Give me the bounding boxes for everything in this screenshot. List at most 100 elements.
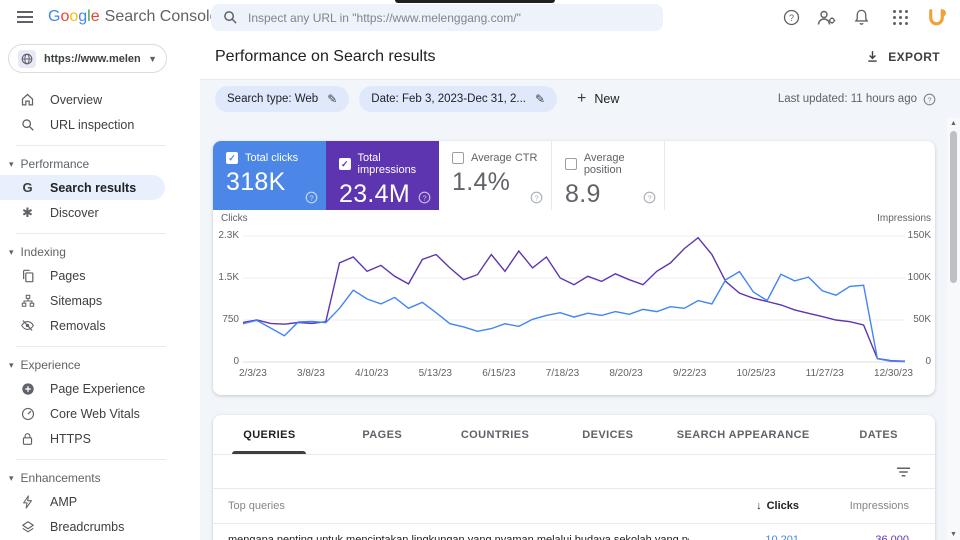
divider [16, 233, 166, 234]
search-icon [19, 118, 36, 132]
sidebar-item-breadcrumbs[interactable]: Breadcrumbs [0, 514, 200, 539]
notifications-icon[interactable] [853, 8, 870, 26]
page-title: Performance on Search results [215, 47, 436, 65]
x-axis-label: 6/15/23 [482, 368, 516, 379]
property-label: https://www.meleng... [44, 52, 141, 65]
app-name: Search Console [104, 8, 219, 25]
sidebar-item-removals[interactable]: Removals [0, 313, 200, 338]
sidebar-item-label: Overview [50, 92, 103, 107]
search-input[interactable] [248, 10, 651, 25]
sidebar-item-https[interactable]: HTTPS [0, 426, 200, 451]
section-performance[interactable]: ▾ Performance [9, 157, 90, 171]
checkbox-unchecked[interactable] [452, 152, 464, 164]
tab-search-appearance[interactable]: SEARCH APPEARANCE [676, 428, 810, 441]
sidebar-item-search-results[interactable]: G Search results [0, 175, 165, 200]
last-updated: Last updated: 11 hours ago ? [778, 93, 936, 106]
sidebar-item-discover[interactable]: ✱ Discover [0, 200, 200, 225]
scroll-down-arrow[interactable]: ▼ [950, 531, 957, 538]
property-selector[interactable]: https://www.meleng... ▼ [8, 44, 167, 73]
checkbox-checked[interactable]: ✓ [226, 152, 238, 164]
sidebar-item-overview[interactable]: Overview [0, 87, 200, 112]
date-range-chip[interactable]: Date: Feb 3, 2023-Dec 31, 2... ✎ [359, 86, 558, 112]
help-icon[interactable]: ? [305, 191, 318, 204]
google-g-icon: G [22, 180, 33, 195]
new-filter-button[interactable]: + New [577, 90, 620, 107]
checkbox-unchecked[interactable] [565, 158, 577, 170]
section-enhancements[interactable]: ▾ Enhancements [9, 471, 101, 485]
apps-grid-icon[interactable] [893, 9, 908, 25]
sidebar-item-url-inspection[interactable]: URL inspection [0, 112, 200, 137]
checkbox-checked[interactable]: ✓ [339, 158, 351, 170]
sidebar-item-label: URL inspection [50, 117, 135, 132]
sidebar-item-page-experience[interactable]: Page Experience [0, 376, 200, 401]
section-experience[interactable]: ▾ Experience [9, 358, 81, 372]
x-axis-label: 3/8/23 [297, 368, 325, 379]
section-indexing[interactable]: ▾ Indexing [9, 245, 66, 259]
sidebar-item-label: Pages [50, 268, 86, 283]
search-icon [223, 10, 238, 25]
edit-pencil-icon[interactable]: ✎ [327, 92, 338, 106]
x-axis-labels: 2/3/23 3/8/23 4/10/23 5/13/23 6/15/23 7/18/23… [239, 368, 913, 379]
help-icon[interactable]: ? [418, 191, 431, 204]
tab-countries[interactable]: COUNTRIES [460, 428, 530, 441]
performance-chart-svg [242, 235, 906, 363]
table-row[interactable]: mengapa penting untuk menciptakan lingku… [213, 524, 935, 540]
discover-asterisk-icon: ✱ [22, 205, 33, 220]
property-globe-icon [18, 49, 36, 68]
column-top-queries: Top queries [228, 500, 285, 512]
performance-panel: ✓ Total clicks 318K ? ✓ Total impressions … [213, 141, 935, 395]
metric-value: 318K [226, 168, 286, 196]
x-axis-label: 8/20/23 [609, 368, 643, 379]
sidebar-item-label: Page Experience [50, 381, 146, 396]
tab-pages[interactable]: PAGES [362, 428, 403, 441]
menu-icon[interactable] [12, 4, 38, 30]
lightning-bolt-icon [19, 494, 36, 509]
tab-queries[interactable]: QUERIES [213, 415, 326, 454]
help-icon[interactable]: ? [643, 191, 656, 204]
sidebar-item-pages[interactable]: Pages [0, 263, 200, 288]
sidebar-item-label: AMP [50, 494, 78, 509]
help-icon[interactable]: ? [530, 191, 543, 204]
help-icon[interactable]: ? [783, 9, 800, 26]
metric-card-total-impressions[interactable]: ✓ Total impressions 23.4M ? [326, 141, 439, 210]
vertical-scrollbar[interactable]: ▲ ▼ [947, 118, 960, 540]
x-axis-label: 11/27/23 [805, 368, 844, 379]
column-clicks-sort[interactable]: ↓ Clicks [756, 500, 799, 512]
x-axis-label: 10/25/23 [736, 368, 776, 379]
tab-devices[interactable]: DEVICES [582, 428, 634, 441]
svg-text:?: ? [927, 95, 931, 104]
pages-icon [19, 269, 36, 283]
plus-circle-icon [19, 382, 36, 396]
window-notch [395, 0, 555, 3]
metric-card-total-clicks[interactable]: ✓ Total clicks 318K ? [213, 141, 326, 210]
metric-card-average-position[interactable]: Average position 8.9 ? [552, 141, 665, 210]
info-icon[interactable]: ? [923, 93, 936, 106]
sidebar-item-core-web-vitals[interactable]: Core Web Vitals [0, 401, 200, 426]
chevron-down-icon: ▼ [148, 53, 157, 64]
svg-text:?: ? [789, 12, 794, 22]
avatar[interactable] [925, 6, 948, 29]
export-button[interactable]: EXPORT [865, 49, 940, 64]
sidebar-item-label: Core Web Vitals [50, 406, 140, 421]
filter-list-icon[interactable] [896, 466, 911, 478]
scroll-up-arrow[interactable]: ▲ [950, 120, 957, 127]
metric-value: 1.4% [452, 168, 511, 196]
url-inspect-searchbox[interactable] [211, 4, 663, 31]
metric-value: 23.4M [339, 180, 410, 208]
user-settings-icon[interactable] [817, 9, 836, 26]
sidebar-item-label: Breadcrumbs [50, 519, 125, 534]
tab-dates[interactable]: DATES [859, 428, 898, 441]
metric-card-average-ctr[interactable]: Average CTR 1.4% ? [439, 141, 552, 210]
search-type-chip[interactable]: Search type: Web ✎ [215, 86, 350, 112]
x-axis-label: 2/3/23 [239, 368, 267, 379]
sidebar-item-sitemaps[interactable]: Sitemaps [0, 288, 200, 313]
edit-pencil-icon[interactable]: ✎ [534, 92, 546, 106]
sidebar-item-label: Sitemaps [50, 293, 103, 308]
column-impressions[interactable]: Impressions [849, 500, 909, 512]
scrollbar-thumb[interactable] [950, 131, 957, 283]
layers-icon [19, 520, 36, 534]
metric-value: 8.9 [565, 180, 601, 208]
sidebar-item-amp[interactable]: AMP [0, 489, 200, 514]
